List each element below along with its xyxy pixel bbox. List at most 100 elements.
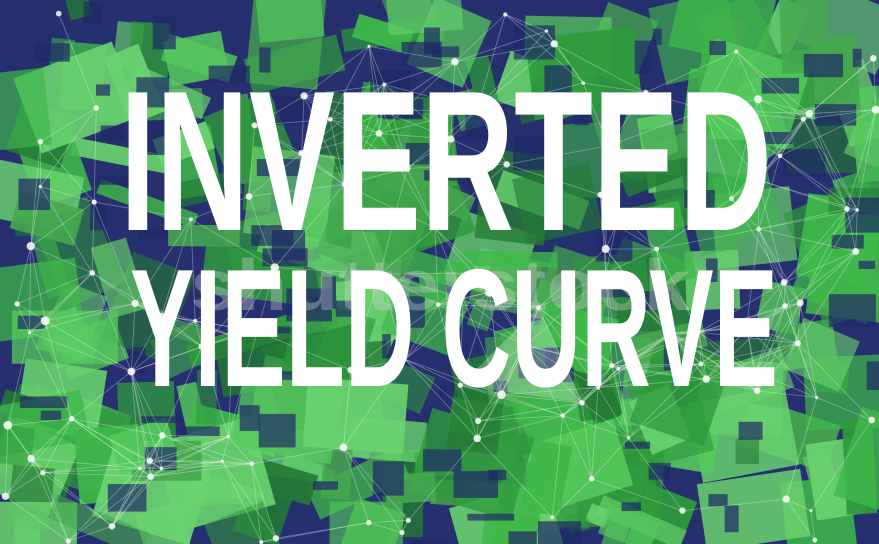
network-node (729, 196, 734, 202)
network-line (628, 378, 707, 439)
network-line (139, 436, 229, 469)
network-line (670, 332, 758, 392)
network-node (251, 122, 258, 129)
network-line (799, 208, 848, 304)
network-line (784, 251, 856, 307)
network-node (871, 105, 879, 114)
network-line (816, 397, 872, 421)
network-line (404, 304, 439, 360)
shadow (467, 513, 515, 521)
network-node (382, 82, 387, 87)
network-line (597, 365, 613, 388)
network-line (368, 46, 384, 112)
building (0, 67, 52, 152)
network-line (201, 267, 276, 347)
network-line (404, 359, 478, 439)
network-line (476, 14, 506, 110)
building (459, 250, 558, 268)
network-line (30, 245, 93, 274)
network-line (611, 365, 630, 438)
network-line (501, 394, 583, 404)
network-line (611, 365, 707, 380)
network-line (746, 305, 786, 327)
network-line (698, 282, 785, 333)
network-line (131, 371, 163, 436)
shadow (19, 396, 68, 409)
network-line (700, 363, 758, 392)
network-line (4, 425, 9, 497)
network-line (301, 133, 380, 154)
network-line (600, 145, 609, 195)
shadow (422, 449, 462, 472)
network-line (150, 435, 163, 477)
shadow (466, 163, 487, 190)
network-line (434, 138, 452, 229)
network-node (698, 361, 704, 367)
building (598, 504, 660, 544)
network-line (670, 332, 756, 373)
network-line (190, 219, 196, 321)
network-line (705, 98, 759, 111)
network-node (868, 416, 876, 424)
network-line (525, 345, 612, 366)
network-line (784, 305, 799, 344)
network-line (30, 141, 41, 247)
network-node (666, 328, 675, 338)
network-line (581, 387, 599, 404)
building (315, 171, 434, 287)
network-node (550, 515, 555, 520)
network-line (161, 315, 196, 322)
network-line (670, 334, 758, 392)
network-line (779, 118, 804, 157)
building (694, 218, 739, 257)
shadow (831, 234, 864, 249)
network-line (670, 326, 747, 334)
network-line (783, 251, 856, 283)
network-line (378, 61, 456, 134)
network-line (42, 418, 73, 473)
building (196, 369, 218, 425)
network-line (343, 369, 352, 448)
network-line (368, 519, 409, 524)
network-line (221, 436, 229, 462)
shadow (258, 413, 296, 448)
network-line (190, 196, 250, 220)
network-line (407, 438, 478, 521)
network-line (368, 45, 455, 63)
building (204, 501, 288, 544)
network-line (501, 394, 563, 417)
network-node (523, 342, 529, 349)
network-line (645, 51, 737, 93)
network-line (735, 51, 759, 100)
network-line (131, 320, 196, 372)
network-line (656, 198, 732, 250)
network-line (382, 110, 451, 140)
network-line (846, 109, 877, 210)
network-line (459, 385, 479, 422)
building (352, 13, 415, 54)
network-line (538, 273, 606, 308)
shadow (684, 190, 715, 209)
network-line (150, 436, 229, 477)
network-line (195, 320, 258, 332)
network-line (42, 467, 140, 474)
network-line (598, 363, 701, 388)
network-line (303, 95, 331, 120)
network-line (628, 437, 683, 511)
network-line (274, 267, 380, 275)
network-line (562, 368, 619, 416)
network-node (435, 302, 441, 307)
shadow (130, 121, 166, 155)
network-line (605, 273, 671, 334)
network-line (758, 208, 848, 230)
network-line (731, 118, 804, 199)
network-line (505, 14, 584, 84)
network-node (550, 40, 558, 48)
network-node (27, 330, 32, 335)
network-line (68, 468, 141, 542)
network-line (304, 95, 383, 112)
network-line (611, 331, 700, 366)
network-line (700, 326, 748, 365)
network-line (756, 343, 799, 391)
network-line (93, 201, 136, 304)
